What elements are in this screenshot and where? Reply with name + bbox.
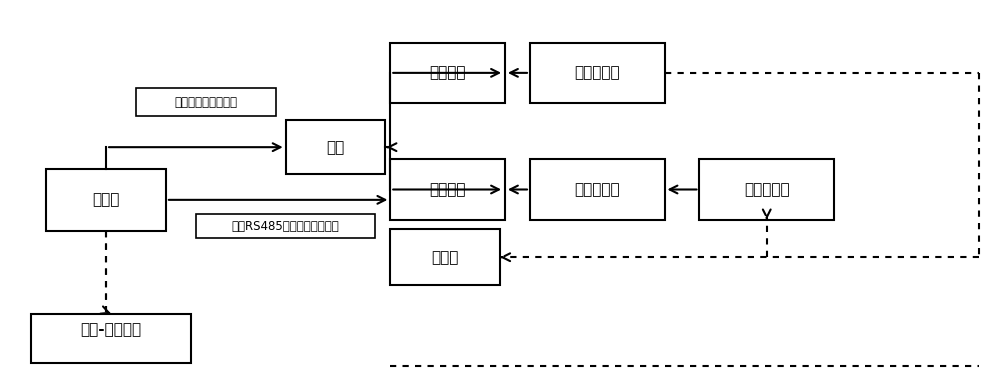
- Text: 位移传感器: 位移传感器: [574, 65, 620, 80]
- Text: 电动缸: 电动缸: [431, 250, 459, 265]
- Text: 电子模块: 电子模块: [429, 65, 466, 80]
- Text: 载荷传感器: 载荷传感器: [744, 182, 790, 197]
- Text: 通过RS485发送运动控制命令: 通过RS485发送运动控制命令: [232, 220, 339, 233]
- Bar: [390, 229, 500, 285]
- Text: 电子模块: 电子模块: [429, 182, 466, 197]
- Bar: [530, 43, 665, 103]
- Bar: [196, 214, 375, 238]
- Bar: [390, 160, 505, 219]
- Bar: [31, 314, 191, 363]
- Bar: [286, 120, 385, 174]
- Text: 通过双绞线接受数据: 通过双绞线接受数据: [174, 96, 237, 108]
- Text: 网关: 网关: [326, 140, 345, 155]
- Bar: [530, 160, 665, 219]
- Bar: [136, 88, 276, 116]
- Text: 重量变送器: 重量变送器: [574, 182, 620, 197]
- Bar: [390, 43, 505, 103]
- Bar: [46, 169, 166, 231]
- Bar: [699, 160, 834, 219]
- Text: 载荷-位移曲线: 载荷-位移曲线: [81, 322, 142, 354]
- Text: 计算机: 计算机: [92, 193, 120, 207]
